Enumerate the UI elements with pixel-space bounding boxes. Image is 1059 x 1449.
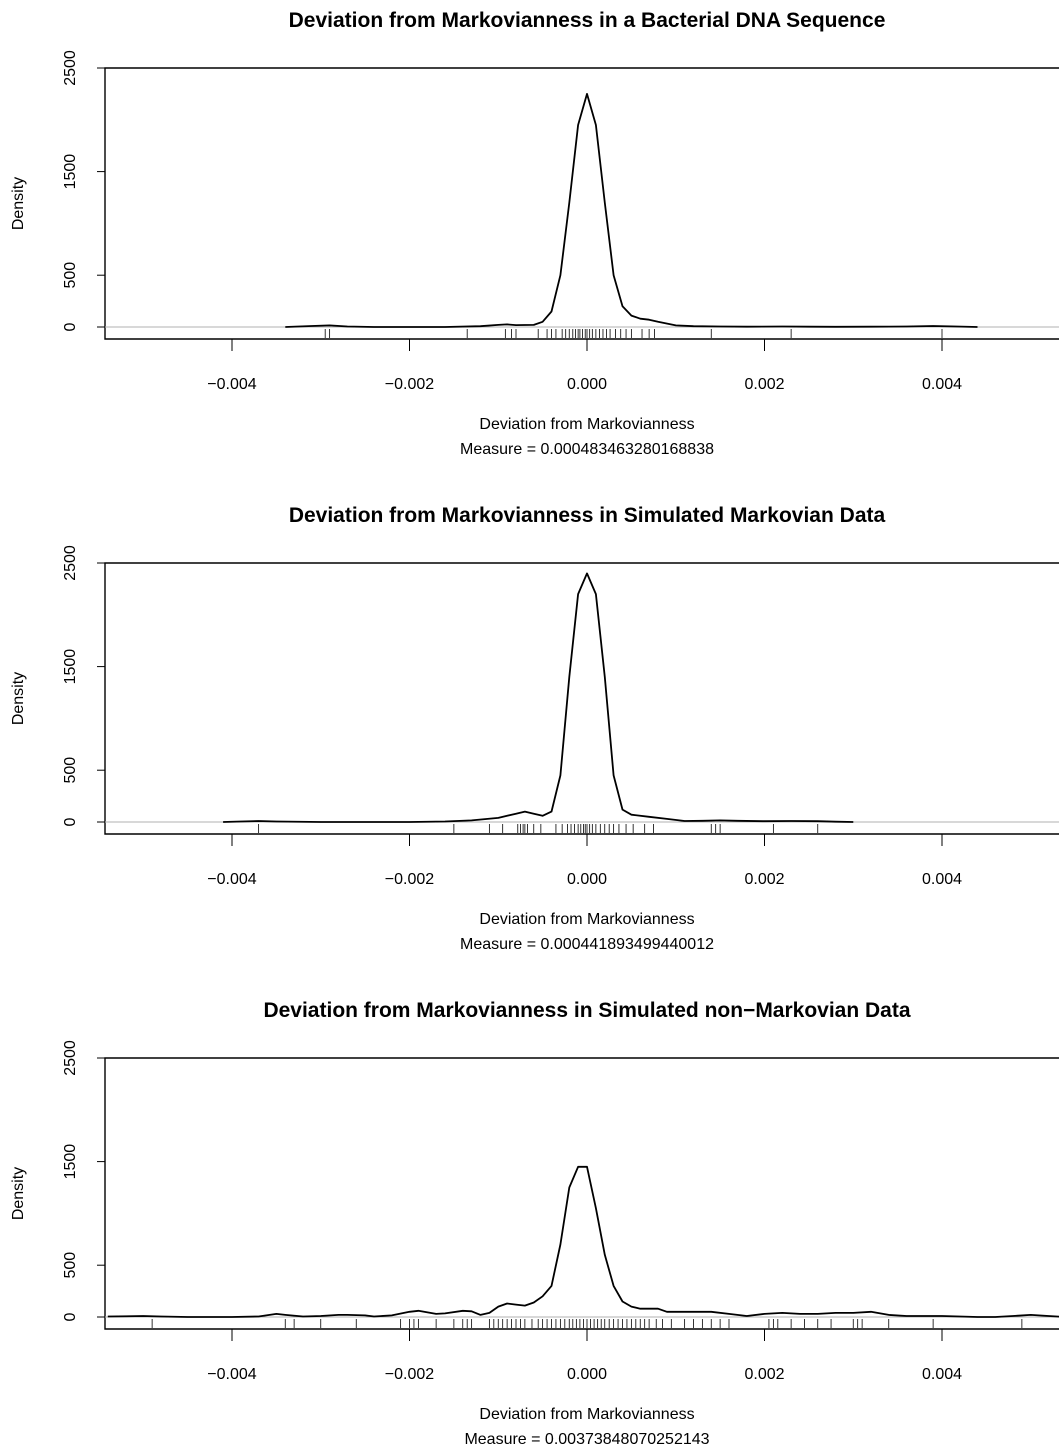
x-tick-label: −0.002 — [385, 871, 434, 888]
x-axis-label: Deviation from Markovianness — [479, 1406, 694, 1423]
measure-label: Measure = 0.000483463280168838 — [460, 441, 714, 458]
x-tick-label: 0.000 — [567, 871, 607, 888]
x-tick-label: 0.004 — [922, 376, 962, 393]
y-tick-label: 2500 — [62, 50, 79, 86]
x-tick-label: −0.004 — [207, 376, 256, 393]
chart-title: Deviation from Markovianness in a Bacter… — [289, 9, 886, 32]
x-tick-label: 0.004 — [922, 871, 962, 888]
y-tick-label: 0 — [62, 1312, 79, 1321]
measure-label: Measure = 0.00373848070252143 — [464, 1431, 709, 1448]
x-tick-label: 0.002 — [744, 1366, 784, 1383]
y-tick-label: 500 — [62, 1252, 79, 1279]
density-curve — [285, 93, 978, 328]
y-tick-label: 2500 — [62, 545, 79, 581]
x-tick-label: 0.002 — [744, 376, 784, 393]
x-tick-label: −0.002 — [385, 1366, 434, 1383]
y-axis-label: Density — [10, 1167, 27, 1220]
x-axis-label: Deviation from Markovianness — [479, 416, 694, 433]
y-tick-label: 1500 — [62, 649, 79, 685]
y-axis-label: Density — [10, 672, 27, 725]
x-axis-label: Deviation from Markovianness — [479, 911, 694, 928]
y-tick-label: 1500 — [62, 154, 79, 190]
x-tick-label: −0.004 — [207, 871, 256, 888]
y-tick-label: 0 — [62, 817, 79, 826]
density-curve — [107, 1165, 1059, 1318]
plot-frame — [104, 67, 1059, 340]
x-tick-label: 0.000 — [567, 376, 607, 393]
panel-2: Deviation from Markovianness in Simulate… — [10, 504, 1059, 953]
y-tick-label: 500 — [62, 757, 79, 784]
chart-title: Deviation from Markovianness in Simulate… — [289, 504, 886, 527]
x-tick-label: 0.000 — [567, 1366, 607, 1383]
x-tick-label: 0.004 — [922, 1366, 962, 1383]
x-tick-label: −0.002 — [385, 376, 434, 393]
panel-1: Deviation from Markovianness in a Bacter… — [10, 9, 1059, 458]
measure-label: Measure = 0.000441893499440012 — [460, 936, 714, 953]
density-curve — [223, 572, 854, 823]
plot-frame — [104, 562, 1059, 835]
y-axis-label: Density — [10, 177, 27, 230]
y-tick-label: 500 — [62, 262, 79, 289]
chart-title: Deviation from Markovianness in Simulate… — [263, 999, 910, 1022]
y-tick-label: 0 — [62, 322, 79, 331]
panel-3: Deviation from Markovianness in Simulate… — [10, 999, 1059, 1448]
x-tick-label: −0.004 — [207, 1366, 256, 1383]
plot-frame — [104, 1057, 1059, 1330]
y-tick-label: 1500 — [62, 1144, 79, 1180]
y-tick-label: 2500 — [62, 1040, 79, 1076]
x-tick-label: 0.002 — [744, 871, 784, 888]
